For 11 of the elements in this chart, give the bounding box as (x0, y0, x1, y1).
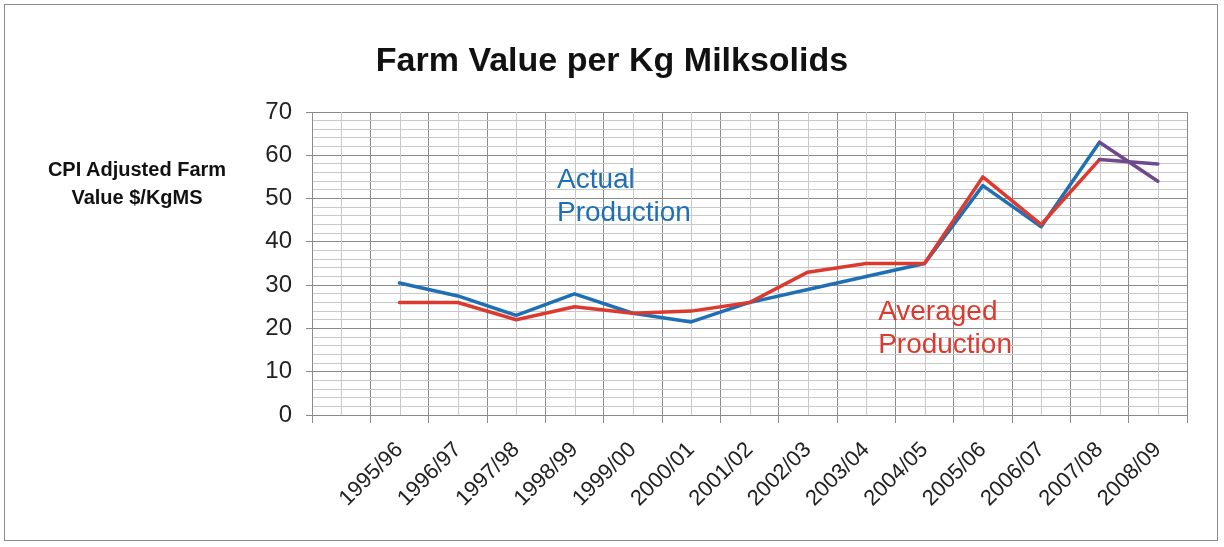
y-tick-label: 0 (278, 399, 292, 427)
y-axis-title: CPI Adjusted Farm Value $/KgMS (47, 157, 227, 208)
y-tick-label: 10 (265, 356, 292, 384)
y-tick-label: 40 (265, 226, 292, 254)
y-tick-label: 50 (265, 183, 292, 211)
chart-title: Farm Value per Kg Milksolids (375, 40, 849, 79)
y-tick-label: 30 (265, 269, 292, 297)
text: Actual Production (557, 163, 691, 228)
y-tick-label: 20 (265, 313, 292, 341)
y-tick-label: 70 (265, 96, 292, 124)
y-tick-label: 60 (265, 139, 292, 167)
